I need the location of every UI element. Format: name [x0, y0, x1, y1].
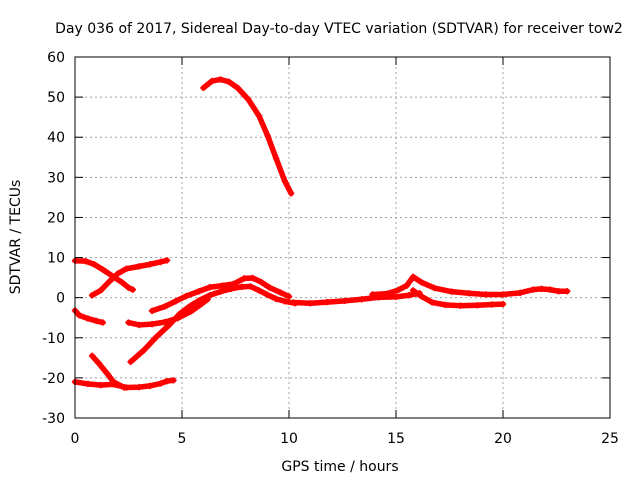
y-tick-label-3: 0 [56, 291, 65, 307]
x-tick-label-0: 0 [71, 431, 80, 447]
x-tick-label-3: 15 [387, 431, 405, 447]
series-group-2 [71, 307, 107, 326]
plot-frame [74, 56, 611, 419]
grid-layer [75, 57, 610, 418]
axes-layer: -30 -20 -10 0 10 20 30 40 50 60 0 5 10 15 20 25 [42, 50, 619, 447]
y-tick-label-5: 20 [47, 210, 65, 226]
x-axis-label: GPS time / hours [281, 459, 398, 475]
series-group-5 [88, 352, 128, 391]
y-tick-label-4: 10 [47, 251, 65, 267]
series-line-9 [200, 76, 294, 197]
y-tick-label-0: -30 [42, 411, 65, 427]
y-tick-label-1: -20 [42, 371, 65, 387]
series-group-4 [88, 257, 171, 299]
series-layer [71, 76, 571, 391]
series-line-10 [290, 290, 423, 307]
series-group-7 [125, 296, 211, 329]
series-group-1 [71, 377, 177, 391]
chart-title: Day 036 of 2017, Sidereal Day-to-day VTE… [55, 21, 623, 37]
series-group-10 [290, 290, 423, 307]
x-tick-label-1: 5 [178, 431, 187, 447]
series-group-11 [369, 273, 571, 298]
x-tick-label-2: 10 [280, 431, 298, 447]
series-group-9 [200, 76, 295, 197]
y-tick-label-8: 50 [47, 90, 65, 106]
series-group-8 [148, 274, 293, 315]
series-group-12 [409, 287, 507, 309]
y-tick-label-7: 40 [47, 130, 65, 146]
y-axis-label: SDTVAR / TECUs [8, 180, 24, 295]
label-layer: Day 036 of 2017, Sidereal Day-to-day VTE… [8, 21, 623, 475]
series-line-8 [149, 275, 292, 314]
y-tick-label-6: 30 [47, 170, 65, 186]
series-line-11 [369, 274, 570, 298]
series-line-1 [72, 377, 177, 391]
x-tick-label-4: 20 [494, 431, 512, 447]
y-tick-label-2: -10 [42, 331, 65, 347]
x-tick-label-5: 25 [601, 431, 619, 447]
y-tick-label-9: 60 [47, 50, 65, 66]
